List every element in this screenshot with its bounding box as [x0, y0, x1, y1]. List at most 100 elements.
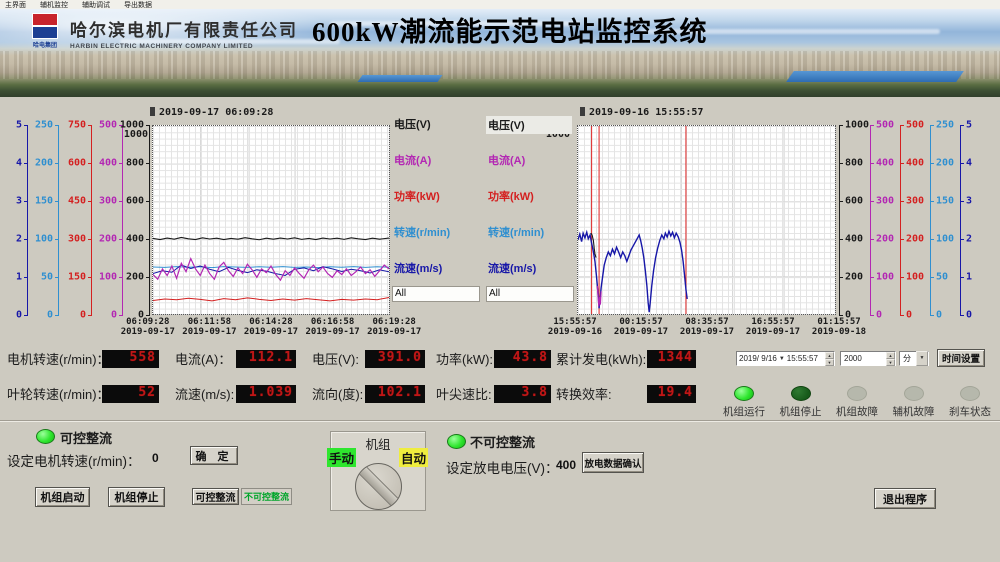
readout-field: 电机转速(r/min)： 558: [7, 349, 159, 368]
axis-tick: [55, 125, 59, 126]
axis-tick-label: 50: [936, 271, 949, 283]
left-plot-top-label: 1000: [123, 129, 148, 140]
axis-tick: [146, 315, 150, 316]
cursor-icon[interactable]: [150, 107, 155, 116]
legend-item-2[interactable]: 电流(A): [394, 155, 432, 167]
chevron-down-icon[interactable]: ▼: [916, 351, 928, 366]
axis-tick-label: 2: [966, 233, 973, 245]
status-label: 刹车状态: [949, 406, 991, 418]
axis-tick-label: 3: [15, 195, 22, 207]
uncontrolled-rectifier-button[interactable]: 不可控整流: [241, 488, 292, 505]
readout-field: 叶轮转速(r/min)： 52: [7, 384, 159, 403]
controlled-rectifier-button[interactable]: 可控整流: [192, 488, 239, 505]
axis-tick-label: 100: [876, 271, 895, 283]
axis-tick: [900, 125, 904, 126]
legend-item-3[interactable]: 功率(kW): [488, 191, 534, 203]
menu-item-3[interactable]: 辅助调试: [82, 1, 110, 9]
axis-tick-label: 600: [845, 195, 864, 207]
time-spinner[interactable]: ▲ ▼: [825, 352, 834, 366]
axis-tick: [839, 125, 843, 126]
axis-tick-label: 3: [966, 195, 973, 207]
axis-tick-label: 0: [845, 309, 852, 321]
spin-up-icon[interactable]: ▲: [825, 352, 834, 359]
axis-tick: [119, 315, 123, 316]
left-chart-plot[interactable]: [152, 125, 390, 315]
unit-value: 分: [903, 354, 911, 363]
x-tick-label: 06:14:28 2019-09-17: [240, 317, 302, 337]
legend-item-4[interactable]: 转速(r/min): [394, 227, 451, 239]
axis-tick-label: 100: [906, 271, 925, 283]
led-display: 102.1: [365, 384, 425, 403]
axis-tick-label: 1000: [119, 119, 144, 131]
menu-item-2[interactable]: 辅机监控: [40, 1, 68, 9]
left-chart-legend: 电压(V) 电流(A) 功率(kW) 转速(r/min) 流速(m/s) All: [392, 116, 480, 318]
x-tick-label: 15:55:57 2019-09-16: [542, 317, 608, 337]
led-display: 112.1: [236, 349, 296, 368]
auto-mode-label: 自动: [398, 448, 428, 467]
axis-line: [839, 125, 840, 315]
datetime-picker[interactable]: 2019/ 9/16 ▼ 15:55:57 ▲ ▼: [736, 351, 835, 366]
axis-tick: [88, 163, 92, 164]
axis-tick-label: 1000: [845, 119, 870, 131]
discharge-confirm-button[interactable]: 放电数据确认: [582, 452, 644, 473]
right-axis-flow-speed: 5 4 3 2 1 0: [960, 116, 980, 321]
legend-item-2[interactable]: 电流(A): [488, 155, 526, 167]
axis-line: [930, 125, 931, 315]
legend-item-1[interactable]: 电压(V): [394, 119, 431, 131]
interval-spinner[interactable]: ▲ ▼: [886, 352, 895, 366]
knob-handle[interactable]: [357, 464, 401, 509]
status-label: 机组故障: [836, 406, 878, 418]
menu-item-1[interactable]: 主界面: [5, 1, 26, 9]
left-chart-timestamp: 2019-09-17 06:09:28: [159, 107, 274, 118]
x-tick-date: 2019-09-18: [811, 327, 867, 337]
chevron-down-icon[interactable]: ▼: [778, 355, 785, 362]
legend-item-4[interactable]: 转速(r/min): [488, 227, 545, 239]
unit-start-button[interactable]: 机组启动: [35, 487, 90, 507]
menu-item-4[interactable]: 导出数据: [124, 1, 152, 9]
axis-tick-label: 300: [906, 195, 925, 207]
set-discharge-voltage-value[interactable]: 400: [556, 458, 577, 472]
spin-down-icon[interactable]: ▼: [825, 359, 834, 366]
series-line: [153, 259, 389, 281]
axis-line: [900, 125, 901, 315]
axis-tick: [900, 163, 904, 164]
x-tick-label: 06:16:58 2019-09-17: [302, 317, 364, 337]
legend-item-3[interactable]: 功率(kW): [394, 191, 440, 203]
confirm-button[interactable]: 确 定: [190, 446, 238, 465]
axis-tick: [960, 125, 964, 126]
interval-unit-dropdown[interactable]: 分 ▼: [899, 351, 929, 366]
legend-item-5[interactable]: 流速(m/s): [488, 263, 537, 275]
exit-program-button[interactable]: 退出程序: [874, 488, 936, 509]
status-label: 机组运行: [723, 406, 765, 418]
axis-line: [870, 125, 871, 315]
cursor-icon[interactable]: [580, 107, 585, 116]
axis-tick: [119, 125, 123, 126]
spin-down-icon[interactable]: ▼: [886, 359, 895, 366]
legend-all-item[interactable]: All: [486, 286, 574, 302]
factory-roof: [786, 71, 964, 82]
axis-tick-label: 500: [98, 119, 117, 131]
readout-field: 功率(kW): 43.8: [436, 349, 551, 368]
axis-tick: [900, 277, 904, 278]
right-chart-plot[interactable]: [577, 125, 836, 315]
axis-tick-label: 0: [15, 309, 22, 321]
interval-spinbox[interactable]: 2000 ▲ ▼: [840, 351, 896, 366]
spin-up-icon[interactable]: ▲: [886, 352, 895, 359]
axis-tick-label: 500: [906, 119, 925, 131]
axis-tick: [55, 201, 59, 202]
unit-stop-button[interactable]: 机组停止: [108, 487, 165, 507]
axis-tick-label: 200: [906, 233, 925, 245]
axis-tick: [146, 163, 150, 164]
time-setting-button[interactable]: 时间设置: [937, 349, 985, 367]
mode-selector-knob[interactable]: [355, 463, 402, 510]
axis-tick: [960, 163, 964, 164]
axis-tick: [119, 201, 123, 202]
axis-tick-label: 400: [876, 157, 895, 169]
axis-tick-label: 400: [906, 157, 925, 169]
axis-line: [960, 125, 961, 315]
legend-item-5[interactable]: 流速(m/s): [394, 263, 443, 275]
axis-line: [58, 125, 59, 315]
legend-all-item[interactable]: All: [392, 286, 480, 302]
set-motor-speed-value[interactable]: 0: [152, 451, 159, 465]
legend-item-1[interactable]: 电压(V): [486, 116, 572, 134]
